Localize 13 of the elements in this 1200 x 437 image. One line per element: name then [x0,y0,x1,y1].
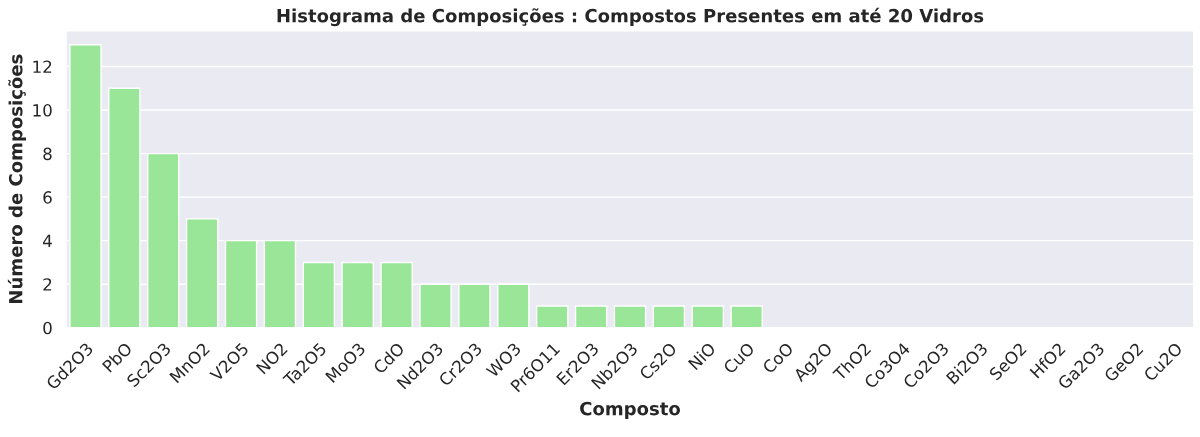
y-tick-label: 8 [43,147,52,161]
y-tick-label: 4 [43,234,52,247]
x-tick-label: CuO [722,341,756,375]
y-tick-label: 12 [33,60,52,73]
x-tick-label: CoO [761,341,795,375]
x-axis-title: Composto [580,401,681,419]
x-tick-label: NiO [687,341,717,371]
y-axis-title: Número de Composições [7,54,27,303]
y-tick-label: 2 [43,278,52,291]
y-tick-label: 10 [33,104,52,117]
y-tick-label: 6 [43,191,52,204]
chart-title: Histograma de Composições : Compostos Presentes em até 20 Vidros [277,7,984,27]
y-tick-label: 0 [43,321,52,335]
